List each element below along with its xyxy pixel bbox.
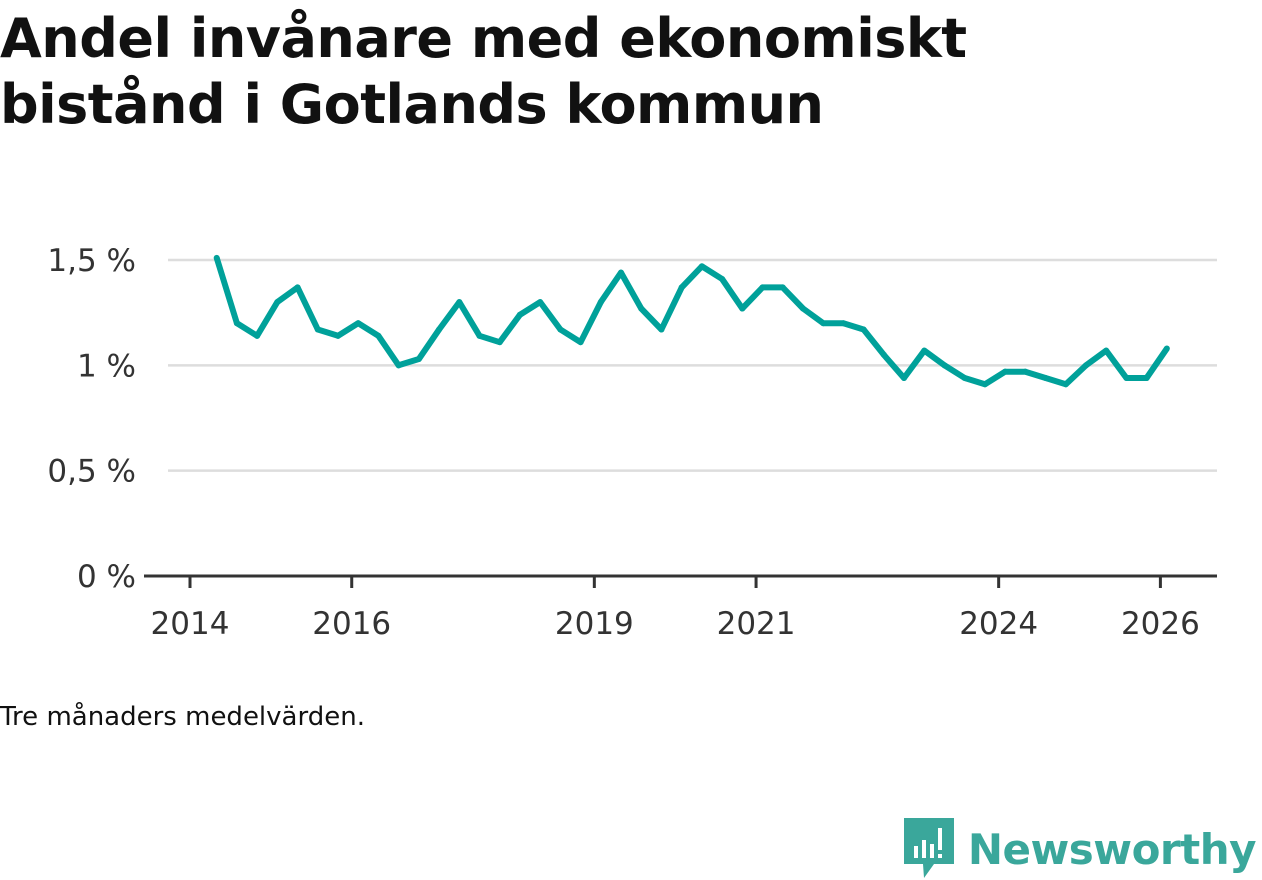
data-point [274,299,281,306]
data-point [436,326,443,333]
data-point [1062,381,1069,388]
x-tick-label: 2014 [151,606,230,642]
newsworthy-logo-icon [903,818,954,878]
data-point [799,305,806,312]
data-point [1042,374,1049,381]
data-series [213,254,1170,388]
data-point [1002,368,1009,375]
x-tick-labels: 2014 2016 2019 2021 2024 2026 [151,606,1200,642]
data-point [941,362,948,369]
data-point [1143,374,1150,381]
data-point [577,339,584,346]
data-point [314,326,321,333]
x-tick-label: 2026 [1121,606,1200,642]
data-point [880,351,887,358]
data-point [1163,345,1170,352]
data-point [334,332,341,339]
data-point [901,374,908,381]
brand-name: Newsworthy [967,824,1257,874]
data-point [678,284,685,291]
series-line [213,257,1170,388]
data-point [961,374,968,381]
data-point [1082,362,1089,369]
y-gridlines [168,258,1217,472]
chart-caption: Tre månaders medelvärden. [0,702,365,732]
data-point [658,326,665,333]
data-point [698,263,705,270]
data-point [294,284,301,291]
data-point [1022,368,1029,375]
x-axis [144,574,1217,588]
data-point [496,339,503,346]
line-chart: 0 % 0,5 % 1 % 1,5 % 2014 2016 2019 2021 2024 202… [47,243,1217,642]
x-tick-label: 2021 [717,606,796,642]
data-point [355,320,362,327]
data-point [921,347,928,354]
data-point [759,284,766,291]
data-point [213,254,220,261]
x-tick-label: 2016 [312,606,391,642]
data-point [476,332,483,339]
y-tick-label: 1,5 % [47,243,136,279]
data-point [779,284,786,291]
data-point [254,332,261,339]
data-point [537,299,544,306]
x-tick-label: 2024 [959,606,1038,642]
data-point [557,326,564,333]
data-point [456,299,463,306]
data-point [638,305,645,312]
x-tick-label: 2019 [555,606,634,642]
data-point [395,362,402,369]
chart-title: Andel invånare med ekonomiskt bistånd i … [0,7,967,136]
y-tick-label: 0 % [77,559,136,595]
data-point [233,320,240,327]
data-point [739,305,746,312]
brand-logo: Newsworthy [903,818,1257,880]
data-point [597,299,604,306]
data-point [820,320,827,327]
data-point [981,381,988,388]
data-point [1103,347,1110,354]
data-point [840,320,847,327]
data-point [719,275,726,282]
y-tick-label: 1 % [77,348,136,384]
y-tick-labels: 0 % 0,5 % 1 % 1,5 % [47,243,136,595]
data-point [415,356,422,363]
data-point [516,311,523,318]
y-tick-label: 0,5 % [47,454,136,490]
data-point [860,326,867,333]
data-point [618,269,625,276]
data-point [1123,374,1130,381]
data-point [375,332,382,339]
